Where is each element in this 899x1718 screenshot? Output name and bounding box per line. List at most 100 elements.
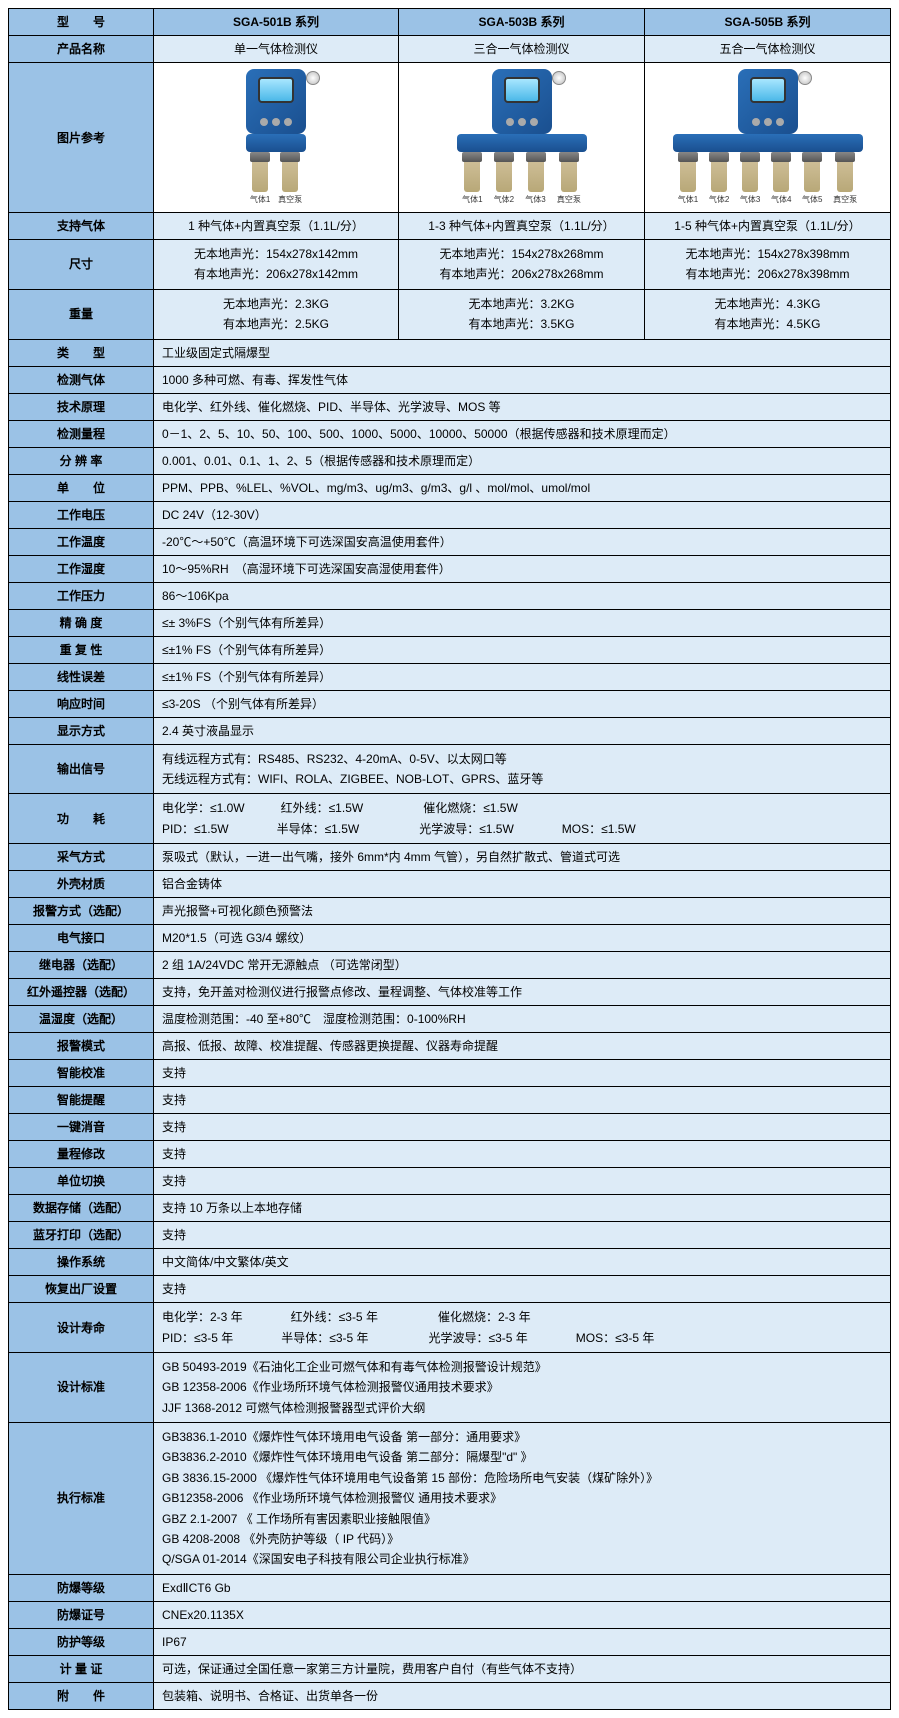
val-weight-3: 无本地声光：4.3KG有本地声光：4.5KG — [645, 289, 891, 339]
spec2-label-0: 采气方式 — [9, 844, 154, 871]
spec2-row-11: 量程修改支持 — [9, 1141, 891, 1168]
spec1-label-1: 检测气体 — [9, 366, 154, 393]
spec1-row-1: 检测气体1000 多种可燃、有毒、挥发性气体 — [9, 366, 891, 393]
spec2-value-7: 高报、低报、故障、校准提醒、传感器更换提醒、仪器寿命提醒 — [154, 1033, 891, 1060]
spec3-row-3: 计 量 证可选，保证通过全国任意一家第三方计量院，费用客户自付（有些气体不支持） — [9, 1655, 891, 1682]
spec2-row-10: 一键消音支持 — [9, 1114, 891, 1141]
header-c2: SGA-503B 系列 — [399, 9, 645, 36]
spec2-value-0: 泵吸式（默认，一进一出气嘴，接外 6mm*内 4mm 气管），另自然扩散式、管道… — [154, 844, 891, 871]
val-weight-2: 无本地声光：3.2KG有本地声光：3.5KG — [399, 289, 645, 339]
spec3-value-4: 包装箱、说明书、合格证、出货单各一份 — [154, 1682, 891, 1709]
spec2-label-16: 恢复出厂设置 — [9, 1276, 154, 1303]
label-output-signal: 输出信号 — [9, 744, 154, 794]
spec1-label-9: 工作压力 — [9, 582, 154, 609]
row-weight: 重量 无本地声光：2.3KG有本地声光：2.5KG 无本地声光：3.2KG有本地… — [9, 289, 891, 339]
spec1-label-13: 响应时间 — [9, 690, 154, 717]
spec2-value-11: 支持 — [154, 1141, 891, 1168]
spec1-label-3: 检测量程 — [9, 420, 154, 447]
spec2-label-5: 红外遥控器（选配） — [9, 979, 154, 1006]
val-exec-std: GB3836.1-2010《爆炸性气体环境用电气设备 第一部分：通用要求》 GB… — [154, 1423, 891, 1575]
spec1-label-0: 类 型 — [9, 339, 154, 366]
spec1-row-10: 精 确 度≤± 3%FS（个别气体有所差异） — [9, 609, 891, 636]
spec2-row-9: 智能提醒支持 — [9, 1087, 891, 1114]
spec3-row-1: 防爆证号CNEx20.1135X — [9, 1601, 891, 1628]
row-output-signal: 输出信号 有线远程方式有：RS485、RS232、4-20mA、0-5V、以太网… — [9, 744, 891, 794]
val-sg-3: 1-5 种气体+内置真空泵（1.1L/分） — [645, 213, 891, 240]
spec2-row-12: 单位切换支持 — [9, 1168, 891, 1195]
spec3-value-3: 可选，保证通过全国任意一家第三方计量院，费用客户自付（有些气体不支持） — [154, 1655, 891, 1682]
label-exec-std: 执行标准 — [9, 1423, 154, 1575]
label-design-life: 设计寿命 — [9, 1303, 154, 1353]
spec2-label-9: 智能提醒 — [9, 1087, 154, 1114]
label-support-gas: 支持气体 — [9, 213, 154, 240]
spec2-value-14: 支持 — [154, 1222, 891, 1249]
spec2-row-3: 电气接口M20*1.5（可选 G3/4 螺纹） — [9, 925, 891, 952]
header-c1: SGA-501B 系列 — [154, 9, 399, 36]
spec3-value-1: CNEx20.1135X — [154, 1601, 891, 1628]
spec1-label-14: 显示方式 — [9, 717, 154, 744]
spec2-value-6: 温度检测范围：-40 至+80℃ 湿度检测范围：0-100%RH — [154, 1006, 891, 1033]
val-power: 电化学：≤1.0W 红外线：≤1.5W 催化燃烧：≤1.5WPID：≤1.5W … — [154, 794, 891, 844]
spec3-label-0: 防爆等级 — [9, 1574, 154, 1601]
spec2-row-4: 继电器（选配）2 组 1A/24VDC 常开无源触点 （可选常闭型） — [9, 952, 891, 979]
spec2-row-6: 温湿度（选配）温度检测范围：-40 至+80℃ 湿度检测范围：0-100%RH — [9, 1006, 891, 1033]
spec1-row-9: 工作压力86～106Kpa — [9, 582, 891, 609]
label-image-ref: 图片参考 — [9, 63, 154, 213]
spec2-row-14: 蓝牙打印（选配）支持 — [9, 1222, 891, 1249]
spec1-row-5: 单 位PPM、PPB、%LEL、%VOL、mg/m3、ug/m3、g/m3、g/… — [9, 474, 891, 501]
spec1-value-8: 10～95%RH （高湿环境下可选深国安高湿使用套件） — [154, 555, 891, 582]
val-pn-2: 三合一气体检测仪 — [399, 36, 645, 63]
spec1-row-14: 显示方式2.4 英寸液晶显示 — [9, 717, 891, 744]
spec2-row-7: 报警模式高报、低报、故障、校准提醒、传感器更换提醒、仪器寿命提醒 — [9, 1033, 891, 1060]
spec2-label-7: 报警模式 — [9, 1033, 154, 1060]
spec2-value-8: 支持 — [154, 1060, 891, 1087]
spec2-value-9: 支持 — [154, 1087, 891, 1114]
label-power: 功 耗 — [9, 794, 154, 844]
img-3: 气体1 气体2 气体3 气体4 气体5 真空泵 — [645, 63, 891, 213]
spec2-row-0: 采气方式泵吸式（默认，一进一出气嘴，接外 6mm*内 4mm 气管），另自然扩散… — [9, 844, 891, 871]
spec1-value-7: -20℃～+50℃（高温环境下可选深国安高温使用套件） — [154, 528, 891, 555]
spec1-row-13: 响应时间≤3-20S （个别气体有所差异） — [9, 690, 891, 717]
spec1-label-11: 重 复 性 — [9, 636, 154, 663]
header-model: 型 号 — [9, 9, 154, 36]
device-illustration-3: 气体1 气体2 气体3 气体4 气体5 真空泵 — [673, 69, 863, 206]
label-design-std: 设计标准 — [9, 1352, 154, 1422]
spec3-label-3: 计 量 证 — [9, 1655, 154, 1682]
spec1-row-6: 工作电压DC 24V（12-30V） — [9, 501, 891, 528]
spec2-label-3: 电气接口 — [9, 925, 154, 952]
spec1-row-8: 工作湿度10～95%RH （高湿环境下可选深国安高湿使用套件） — [9, 555, 891, 582]
spec1-value-14: 2.4 英寸液晶显示 — [154, 717, 891, 744]
spec2-label-10: 一键消音 — [9, 1114, 154, 1141]
val-design-life: 电化学：2-3 年 红外线：≤3-5 年 催化燃烧：2-3 年PID：≤3-5 … — [154, 1303, 891, 1353]
spec1-value-10: ≤± 3%FS（个别气体有所差异） — [154, 609, 891, 636]
spec1-value-11: ≤±1% FS（个别气体有所差异） — [154, 636, 891, 663]
spec2-row-8: 智能校准支持 — [9, 1060, 891, 1087]
img-2: 气体1 气体2 气体3 真空泵 — [399, 63, 645, 213]
spec2-label-13: 数据存储（选配） — [9, 1195, 154, 1222]
spec1-row-12: 线性误差≤±1% FS（个别气体有所差异） — [9, 663, 891, 690]
spec2-row-15: 操作系统中文简体/中文繁体/英文 — [9, 1249, 891, 1276]
val-weight-1: 无本地声光：2.3KG有本地声光：2.5KG — [154, 289, 399, 339]
spec3-label-4: 附 件 — [9, 1682, 154, 1709]
spec1-label-6: 工作电压 — [9, 501, 154, 528]
spec1-label-4: 分 辨 率 — [9, 447, 154, 474]
spec1-value-2: 电化学、红外线、催化燃烧、PID、半导体、光学波导、MOS 等 — [154, 393, 891, 420]
spec1-value-5: PPM、PPB、%LEL、%VOL、mg/m3、ug/m3、g/m3、g/l 、… — [154, 474, 891, 501]
spec2-value-15: 中文简体/中文繁体/英文 — [154, 1249, 891, 1276]
spec1-label-12: 线性误差 — [9, 663, 154, 690]
row-design-life: 设计寿命 电化学：2-3 年 红外线：≤3-5 年 催化燃烧：2-3 年PID：… — [9, 1303, 891, 1353]
device-illustration-1: 气体1 真空泵 — [236, 69, 316, 206]
spec3-label-2: 防护等级 — [9, 1628, 154, 1655]
spec2-value-13: 支持 10 万条以上本地存储 — [154, 1195, 891, 1222]
spec1-value-6: DC 24V（12-30V） — [154, 501, 891, 528]
spec1-label-2: 技术原理 — [9, 393, 154, 420]
spec2-label-4: 继电器（选配） — [9, 952, 154, 979]
spec3-row-0: 防爆等级ExdⅡCT6 Gb — [9, 1574, 891, 1601]
spec2-label-2: 报警方式（选配） — [9, 898, 154, 925]
spec2-label-15: 操作系统 — [9, 1249, 154, 1276]
spec2-value-3: M20*1.5（可选 G3/4 螺纹） — [154, 925, 891, 952]
spec2-value-1: 铝合金铸体 — [154, 871, 891, 898]
spec1-label-5: 单 位 — [9, 474, 154, 501]
row-support-gas: 支持气体 1 种气体+内置真空泵（1.1L/分） 1-3 种气体+内置真空泵（1… — [9, 213, 891, 240]
spec2-label-11: 量程修改 — [9, 1141, 154, 1168]
